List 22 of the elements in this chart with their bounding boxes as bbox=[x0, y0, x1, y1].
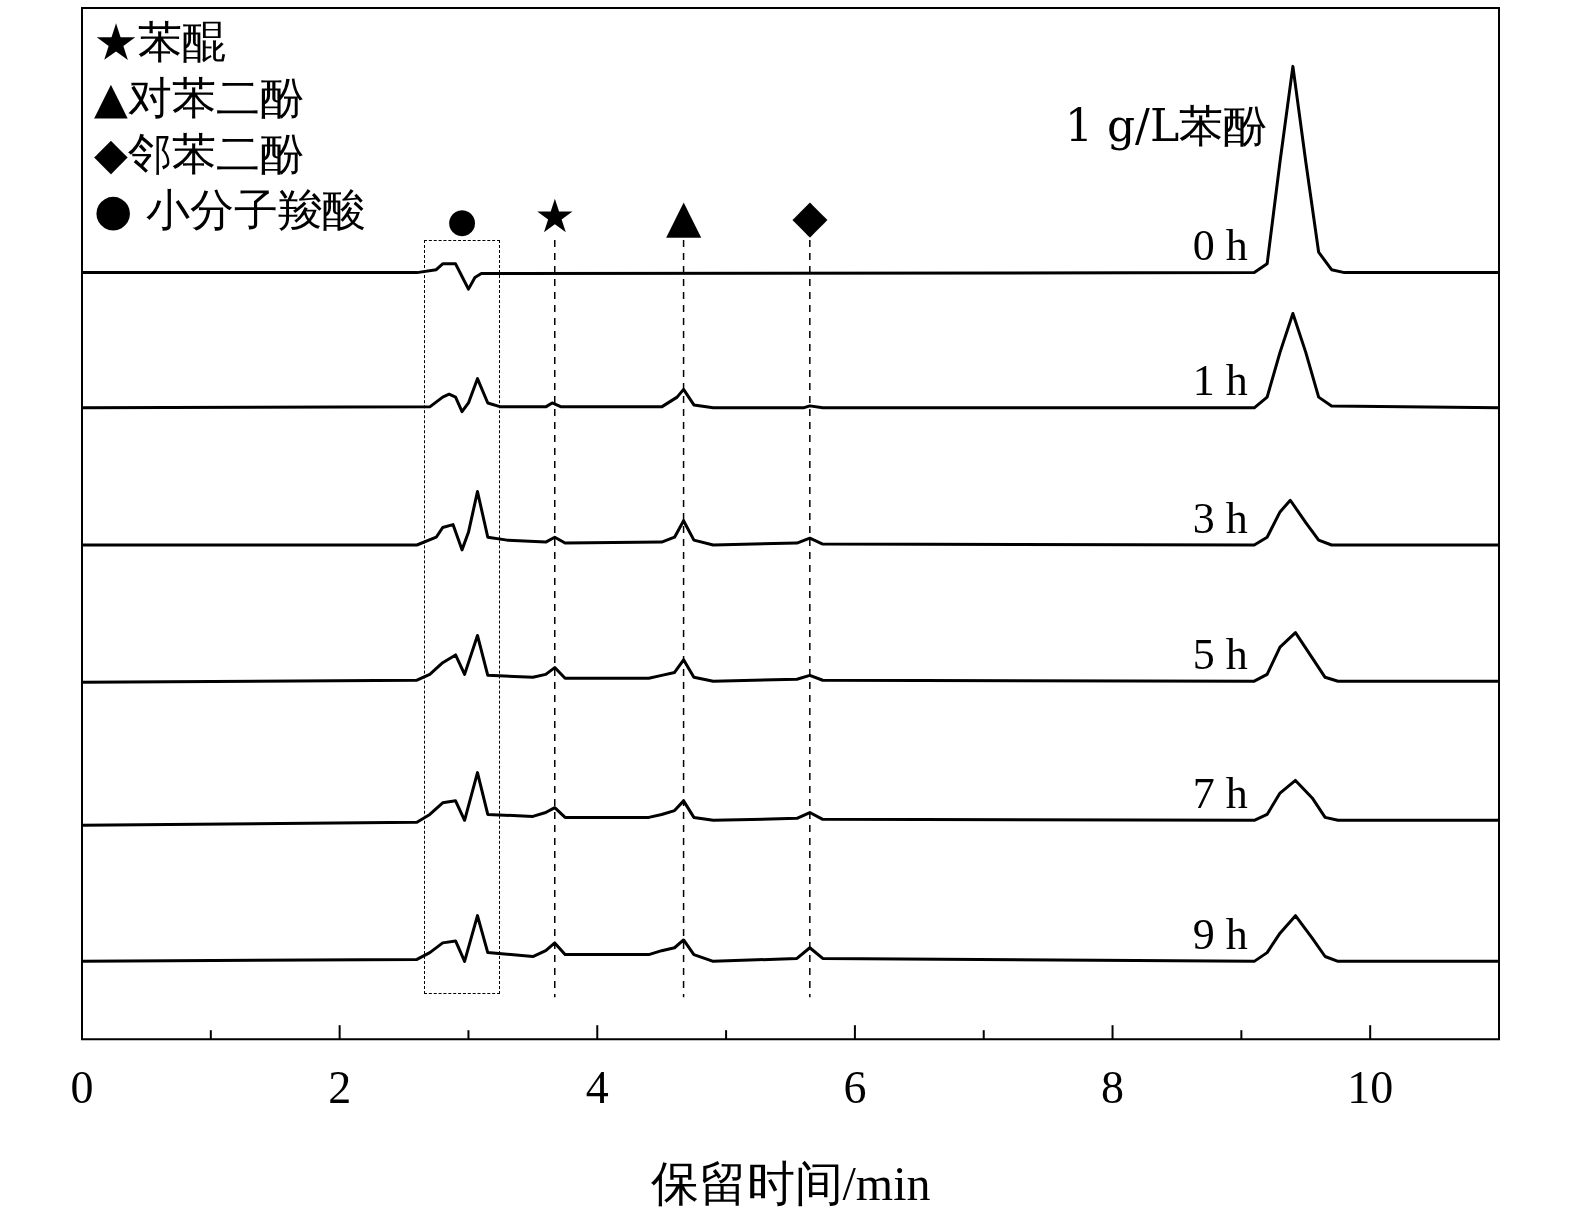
ref-line-label: ◆ bbox=[792, 189, 829, 243]
annotation: ● bbox=[447, 200, 477, 240]
annotation: ● 小分子羧酸 bbox=[94, 184, 367, 236]
ref-line-label: ▲ bbox=[665, 189, 702, 243]
x-tick-label: 4 bbox=[585, 1061, 609, 1113]
annotation: 1 g/L苯酚 bbox=[1064, 100, 1268, 152]
series-label: 5 h bbox=[1192, 629, 1248, 679]
ref-line-label: ★ bbox=[534, 189, 576, 243]
series-label: 7 h bbox=[1192, 768, 1248, 818]
x-tick-label: 10 bbox=[1347, 1061, 1394, 1113]
series-label: 1 h bbox=[1192, 356, 1248, 406]
series-label: 9 h bbox=[1192, 909, 1248, 959]
series-label: 3 h bbox=[1192, 493, 1248, 543]
series-label: 0 h bbox=[1192, 221, 1248, 271]
annotation: ▲对苯二酚 bbox=[94, 72, 304, 124]
x-tick-label: 0 bbox=[70, 1061, 94, 1113]
x-tick-label: 2 bbox=[328, 1061, 352, 1113]
annotation: ★苯醌 bbox=[94, 16, 226, 68]
x-axis-title: 保留时间/min bbox=[650, 1156, 931, 1210]
x-tick-label: 6 bbox=[843, 1061, 867, 1113]
annotation: ◆邻苯二酚 bbox=[94, 128, 304, 180]
x-tick-label: 8 bbox=[1101, 1061, 1125, 1113]
